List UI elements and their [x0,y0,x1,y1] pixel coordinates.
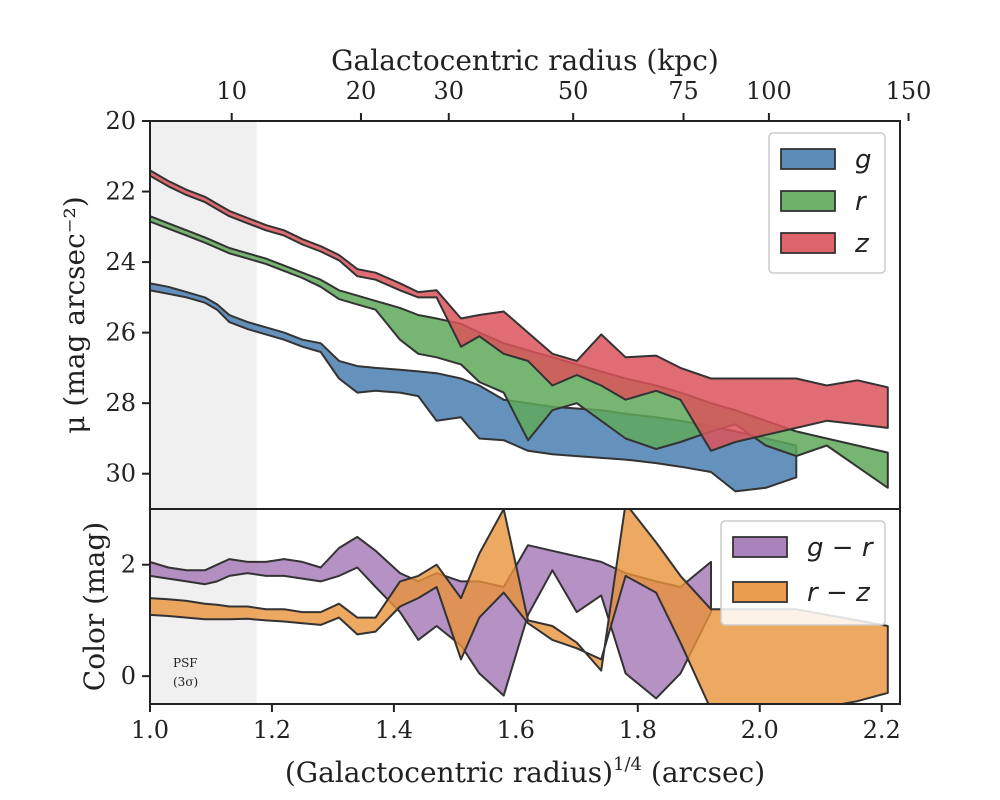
bottom-x-axis-ticks: 1.0 1.2 1.4 1.6 1.8 2.0 2.2 [131,704,901,744]
bottom-y-axis-ticks: 02 [121,551,150,690]
legend-swatch-g-minus-r [732,536,788,558]
x-tick-label: 1.2 [253,716,291,744]
xlabel-unit: (arcsec) [642,756,765,789]
bottom-x-axis-title: (Galactocentric radius)1/4 (arcsec) [285,754,765,789]
top-secondary-x-axis-ticks: 10 20 30 50 75 100 150 [216,77,931,121]
color-band-r-minus-z [150,509,889,704]
bottom-legend: g − r r − z [720,520,886,626]
color-series [150,509,889,704]
x-tick-label: 1.6 [497,716,535,744]
legend-label-g-minus-r: g − r [807,533,875,563]
bottom-y-axis-title: Color (mag) [78,522,111,691]
top-x-tick-label: 75 [668,77,699,105]
legend-label-z: z [854,229,870,259]
y-tick-label: 0 [121,662,136,690]
x-tick-label: 1.8 [619,716,657,744]
top-y-axis-title: μ (mag arcsec⁻²) [58,196,91,433]
legend-label-r: r [855,187,868,217]
top-x-tick-label: 150 [886,77,932,105]
surface-brightness-panel: 20 22 24 26 28 30 10 20 30 50 75 100 150 Galactocen… [58,44,931,510]
legend-swatch-g [780,148,836,170]
x-tick-label: 2.2 [863,716,901,744]
top-x-tick-label: 20 [346,77,377,105]
y-tick-label: 24 [105,248,136,276]
bottom-panel-frame [149,508,901,705]
y-tick-label: 20 [105,107,136,135]
top-x-tick-label: 50 [558,77,589,105]
top-x-tick-label: 10 [216,77,247,105]
y-tick-label: 30 [105,460,136,488]
series-band-z [150,169,889,452]
psf-note-sigma: (3σ) [173,675,198,689]
x-tick-label: 2.0 [741,716,779,744]
top-y-axis-ticks: 20 22 24 26 28 30 [105,107,150,488]
xlabel-superscript: 1/4 [613,754,642,775]
y-tick-label: 28 [105,389,136,417]
y-tick-label: 26 [105,319,136,347]
legend-swatch-r-minus-z [732,581,788,603]
legend-swatch-z [780,232,836,254]
legend-label-r-minus-z: r − z [807,578,871,608]
top-secondary-x-axis-title: Galactocentric radius (kpc) [331,44,719,77]
legend-label-g: g [855,145,872,175]
x-tick-label: 1.0 [131,716,169,744]
y-tick-label: 2 [121,551,136,579]
y-tick-label: 22 [105,178,136,206]
surface-brightness-series [150,169,889,493]
xlabel-base: (Galactocentric radius) [285,756,613,789]
top-legend: grz [768,132,886,274]
legend-swatch-r [780,190,836,212]
top-x-tick-label: 100 [746,77,792,105]
color-panel: 02 1.0 1.2 1.4 1.6 1.8 2.0 2.2 (Galactocentric… [78,508,901,789]
top-x-tick-label: 30 [434,77,465,105]
psf-note-label: PSF [173,656,198,670]
x-tick-label: 1.4 [375,716,413,744]
